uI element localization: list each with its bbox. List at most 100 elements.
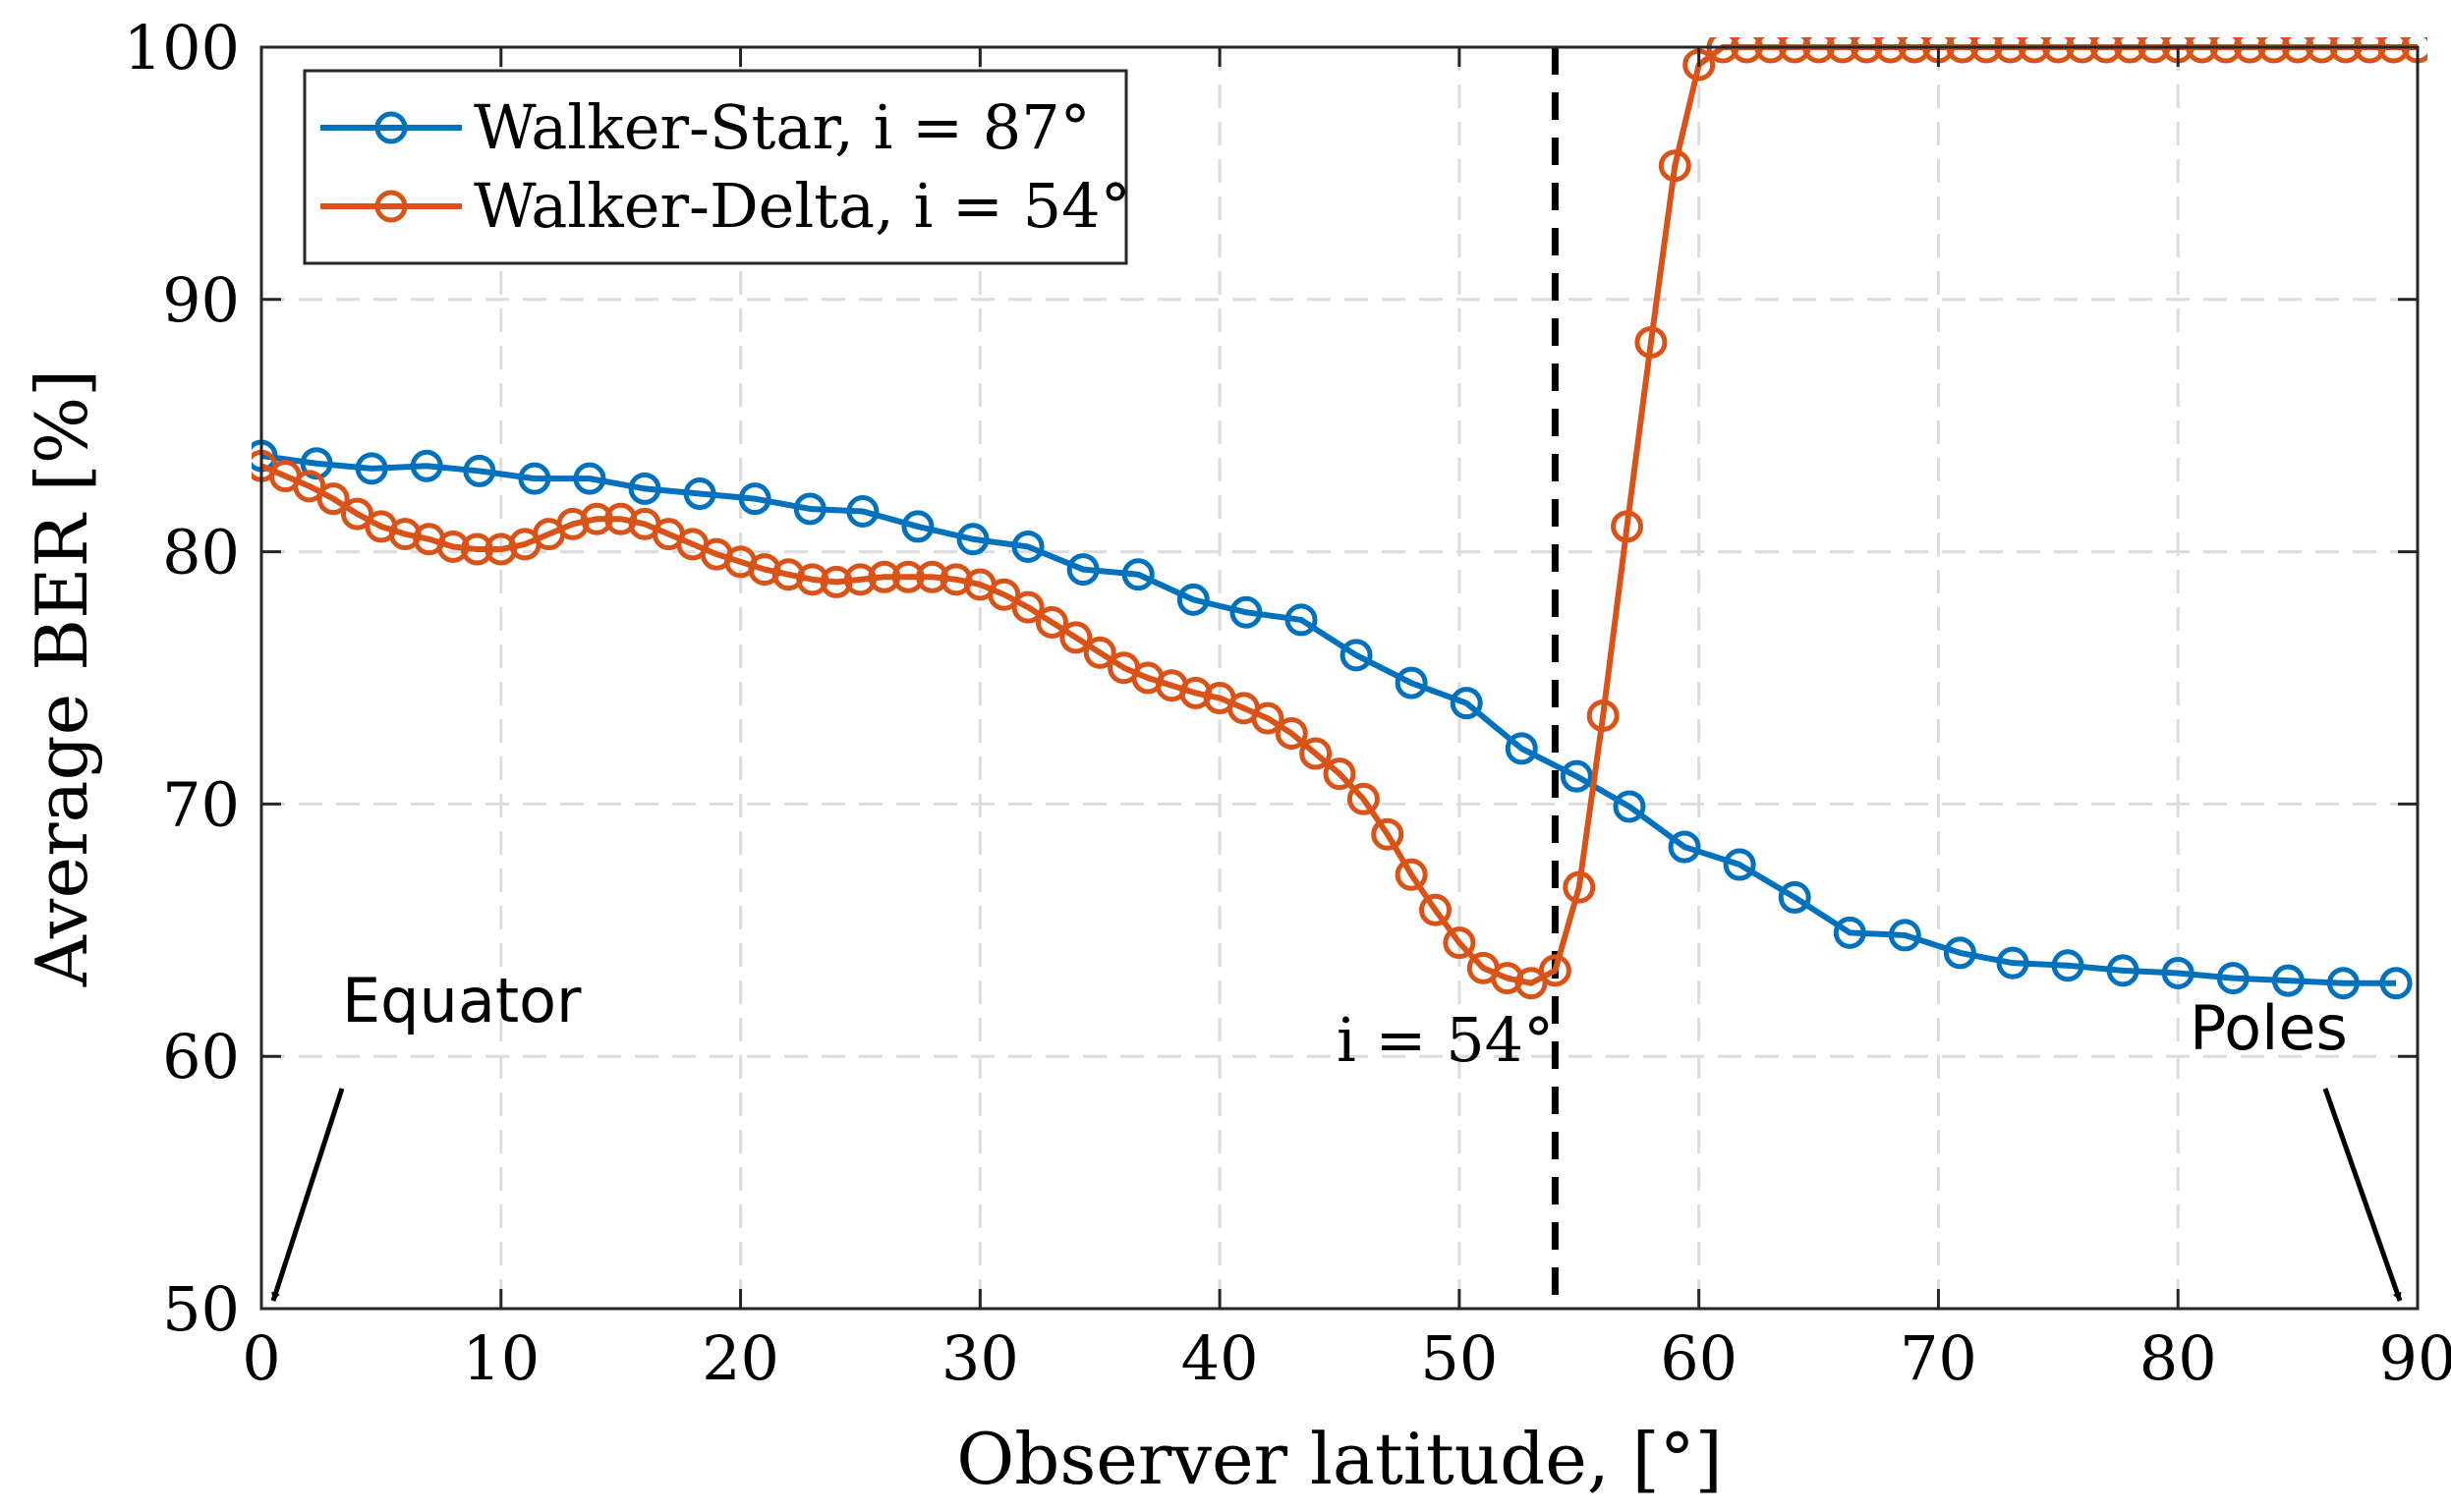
walker-delta-point (1563, 870, 1596, 904)
walker-delta-point (1323, 757, 1356, 791)
walker-star-point (1888, 919, 1921, 952)
walker-delta-point (316, 482, 350, 516)
x-tick-label: 0 (242, 1322, 280, 1394)
walker-star-point (846, 495, 880, 529)
x-tick-label: 40 (1181, 1322, 1259, 1394)
y-tick-label: 80 (162, 517, 240, 588)
x-tick-label: 20 (702, 1322, 779, 1394)
walker-delta-point (293, 470, 326, 503)
x-tick-label: 70 (1900, 1322, 1977, 1394)
walker-star-point (2216, 962, 2250, 995)
walker-star-point (1996, 946, 2029, 980)
walker-star-point (573, 462, 606, 495)
walker-star-point (1943, 936, 1976, 970)
walker-star-point (1778, 880, 1811, 914)
walker-delta-point (796, 563, 829, 596)
walker-delta-point (1586, 700, 1620, 733)
walker-delta-point (1443, 926, 1476, 960)
walker-star-point (683, 477, 716, 511)
walker-star-point (1395, 666, 1428, 700)
walker-star-point (956, 523, 990, 556)
y-tick-label: 100 (124, 12, 240, 84)
legend: Walker-Star, i = 87° Walker-Delta, i = 5… (303, 69, 1131, 265)
y-tick-label: 60 (162, 1021, 240, 1092)
x-tick-label: 90 (2379, 1322, 2451, 1394)
walker-star-point (1284, 603, 1318, 637)
walker-delta-point (820, 565, 853, 598)
y-tick-label: 70 (162, 768, 240, 840)
walker-delta-point (580, 502, 613, 535)
walker-star-point (1176, 583, 1210, 616)
poles-arrow (2322, 1088, 2403, 1302)
y-tick-label: 90 (162, 264, 240, 336)
equator-arrow (270, 1088, 345, 1302)
x-axis-title: Observer latitude, [°] (956, 1418, 1723, 1500)
walker-delta-point (460, 532, 493, 566)
walker-delta-point (843, 563, 877, 596)
x-tick-label: 10 (462, 1322, 540, 1394)
walker-delta-point (1419, 893, 1453, 926)
walker-delta-point (1395, 858, 1428, 891)
y-tick-label: 50 (162, 1273, 240, 1345)
plot-frame (259, 45, 2420, 1311)
walker-delta-point (341, 497, 374, 531)
walker-star-point (518, 462, 551, 495)
walker-delta-point (1346, 782, 1380, 815)
walker-star-point (901, 510, 935, 543)
reference-line-label: i = 54° (1337, 1004, 1554, 1076)
walker-star-point (2161, 956, 2194, 989)
walker-delta-point (1035, 606, 1068, 640)
walker-star-point (1833, 916, 1866, 949)
walker-delta-point (1251, 701, 1284, 735)
walker-delta-point (436, 530, 470, 563)
x-tick-label: 50 (1420, 1322, 1498, 1394)
walker-delta-point (988, 578, 1021, 611)
legend-label-walker-star: Walker-Star, i = 87° (474, 91, 1091, 163)
walker-delta-point (916, 560, 949, 593)
walker-star-point (2106, 954, 2139, 987)
walker-star-point (410, 449, 443, 482)
legend-box (303, 69, 1128, 265)
x-tick-label: 80 (2139, 1322, 2217, 1394)
walker-delta-point (1634, 325, 1668, 359)
walker-delta-point (868, 560, 901, 593)
walker-delta-point (1299, 737, 1333, 770)
walker-star-point (463, 454, 496, 487)
walker-star-point (355, 452, 388, 485)
walker-star-point (2271, 964, 2305, 997)
walker-delta-point (1059, 621, 1093, 654)
walker-delta-point (1371, 817, 1404, 851)
walker-star-point (1066, 553, 1100, 587)
poles-annotation: Poles (2190, 992, 2348, 1064)
walker-star-point (1723, 848, 1756, 881)
walker-star-point (793, 492, 826, 526)
walker-star-point (1340, 639, 1373, 672)
y-axis-title: Average BER [%] (21, 369, 103, 987)
walker-star-line (260, 453, 2397, 986)
walker-delta-point (1011, 590, 1045, 624)
walker-star-point (1613, 790, 1646, 823)
walker-delta-point (891, 560, 925, 593)
walker-delta-point (1658, 149, 1691, 183)
walker-star-point (1229, 595, 1263, 629)
legend-label-walker-delta: Walker-Delta, i = 54° (474, 170, 1131, 242)
legend-marker-walker-star (374, 111, 408, 144)
walker-star-point (2326, 967, 2360, 1000)
walker-star-point (2051, 949, 2084, 982)
walker-delta-point (1514, 967, 1548, 1000)
walker-delta-point (1611, 510, 1644, 543)
legend-marker-walker-delta (374, 190, 408, 223)
walker-delta-point (1275, 716, 1308, 750)
walker-star-point (628, 472, 661, 505)
walker-star-point (1560, 759, 1593, 793)
walker-star-point (1505, 732, 1538, 765)
x-tick-label: 60 (1660, 1322, 1738, 1394)
walker-star-point (1668, 830, 1701, 864)
walker-star-point (1450, 687, 1483, 720)
x-tick-label: 30 (941, 1322, 1019, 1394)
walker-star-point (1121, 558, 1155, 591)
equator-annotation: Equator (342, 965, 582, 1036)
ticks: 0 10 20 30 40 50 60 70 80 90 50 60 70 80 90 100 (124, 12, 2451, 1394)
walker-star-point (1011, 530, 1045, 563)
